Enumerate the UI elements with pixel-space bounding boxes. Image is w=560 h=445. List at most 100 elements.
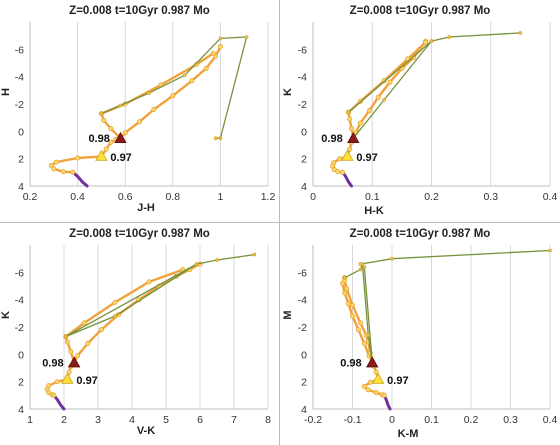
y-tick-label: 4 — [301, 181, 307, 193]
series-point — [340, 169, 346, 175]
series-point — [347, 146, 353, 152]
y-tick-label: -6 — [298, 267, 307, 279]
series-point — [362, 265, 367, 269]
x-axis-label: V-K — [137, 425, 155, 437]
series-line-0 — [52, 393, 66, 411]
series-point — [373, 369, 379, 375]
mass-marker-label: 0.97 — [76, 375, 97, 387]
x-tick-label: -0.1 — [343, 414, 361, 426]
x-tick-label: 0.2 — [424, 191, 439, 203]
chart-title: Z=0.008 t=10Gyr 0.987 Mo — [69, 228, 210, 240]
x-tick-label: 1 — [27, 414, 33, 426]
series-point — [548, 248, 552, 253]
y-tick-label: -2 — [298, 322, 307, 334]
x-tick-label: 0.3 — [503, 414, 518, 426]
series-point — [81, 320, 87, 326]
series-point — [122, 130, 128, 136]
y-tick-label: 2 — [18, 377, 24, 389]
series-point — [350, 313, 356, 319]
series-point — [64, 339, 70, 345]
x-tick-label: 6 — [197, 414, 203, 426]
x-tick-label: 4 — [129, 414, 135, 426]
series-point — [113, 314, 117, 318]
x-tick-label: 3 — [95, 414, 101, 426]
y-tick-label: 4 — [18, 404, 24, 416]
series-line-4 — [100, 36, 248, 139]
series-point — [75, 155, 81, 161]
series-point — [375, 94, 381, 100]
chart-panel-jh: Z=0.008 t=10Gyr 0.987 Mo 0.2 0.4 0.6 0.8 1 1.2… — [0, 0, 279, 222]
series-point — [346, 110, 351, 114]
y-tick-label: 4 — [301, 404, 307, 416]
series-point — [70, 169, 76, 175]
mass-marker-triangle — [341, 149, 354, 161]
series-point — [51, 392, 57, 398]
y-axis-label: K — [282, 88, 294, 96]
series-line-4 — [347, 32, 522, 139]
series-point — [112, 299, 118, 305]
mass-marker-triangle — [61, 372, 74, 384]
y-tick-label: -6 — [298, 44, 307, 56]
series-point — [357, 120, 363, 126]
series-point — [367, 379, 373, 385]
y-tick-label: -4 — [298, 295, 307, 307]
series-point — [151, 107, 157, 113]
series-point — [182, 73, 187, 78]
series-point — [194, 262, 199, 266]
series-point — [101, 117, 107, 123]
chart-title: Z=0.008 t=10Gyr 0.987 Mo — [69, 5, 210, 17]
y-tick-label: 2 — [301, 377, 307, 389]
x-tick-label: 0.3 — [483, 191, 498, 203]
y-tick-label: -2 — [15, 322, 24, 334]
series-point — [358, 267, 363, 272]
chart-vk-svg: Z=0.008 t=10Gyr 0.987 Mo 1 2 3 4 5 6 7 8 4 2 0 -2 -4 -… — [0, 228, 271, 437]
y-tick-label: -4 — [15, 72, 24, 84]
series-point — [217, 44, 223, 50]
series-point — [85, 340, 91, 346]
x-tick-label: 1 — [217, 191, 223, 203]
chart-hk-svg: Z=0.008 t=10Gyr 0.987 Mo 0 0.1 0.2 0.3 0.4 4 2 0… — [282, 5, 558, 217]
chart-title: Z=0.008 t=10Gyr 0.987 Mo — [350, 228, 491, 240]
y-tick-label: -6 — [15, 267, 24, 279]
x-tick-label: 0.4 — [543, 191, 558, 203]
mass-marker-triangle — [371, 372, 385, 384]
x-tick-label: 0.1 — [365, 191, 380, 203]
series-point — [98, 327, 104, 333]
x-tick-label: 8 — [265, 414, 271, 426]
y-tick-label: 2 — [301, 154, 307, 166]
series-point — [381, 392, 387, 398]
y-tick-label: 2 — [18, 154, 24, 166]
series-point — [215, 258, 219, 262]
series-point — [48, 163, 54, 169]
series-point — [137, 119, 143, 125]
series-point — [189, 78, 195, 84]
chart-panel-km: Z=0.008 t=10Gyr 0.987 Mo -0.2 -0.1 0 0.1 0.2 0… — [280, 223, 560, 445]
series-point — [366, 108, 372, 114]
x-tick-label: 7 — [231, 414, 237, 426]
x-tick-label: 0.1 — [424, 414, 439, 426]
series-point — [244, 35, 249, 39]
y-tick-label: 0 — [18, 349, 24, 361]
series-point — [387, 79, 393, 85]
x-tick-label: 0 — [310, 191, 316, 203]
chart-panel-vk: Z=0.008 t=10Gyr 0.987 Mo 1 2 3 4 5 6 7 8 4 2 0 -2 -4 -… — [0, 223, 279, 445]
series-point — [365, 387, 371, 393]
series-point — [108, 126, 114, 132]
x-tick-label: 1.2 — [261, 191, 276, 203]
x-axis-label: J-H — [137, 202, 155, 214]
mass-marker-label: 0.98 — [340, 358, 361, 370]
y-tick-label: 0 — [301, 349, 307, 361]
series-point — [337, 156, 343, 162]
series-point — [373, 390, 379, 396]
chart-km-svg: Z=0.008 t=10Gyr 0.987 Mo -0.2 -0.1 0 0.1 0.2 0… — [282, 228, 557, 440]
mass-marker-label: 0.97 — [110, 152, 131, 164]
series-point — [357, 320, 363, 326]
series-point — [331, 167, 337, 173]
series-point — [210, 50, 216, 56]
x-tick-label: 5 — [163, 414, 169, 426]
series-point — [63, 334, 68, 339]
x-tick-label: 2 — [61, 414, 67, 426]
series-point — [68, 349, 74, 355]
y-tick-label: -4 — [15, 295, 24, 307]
